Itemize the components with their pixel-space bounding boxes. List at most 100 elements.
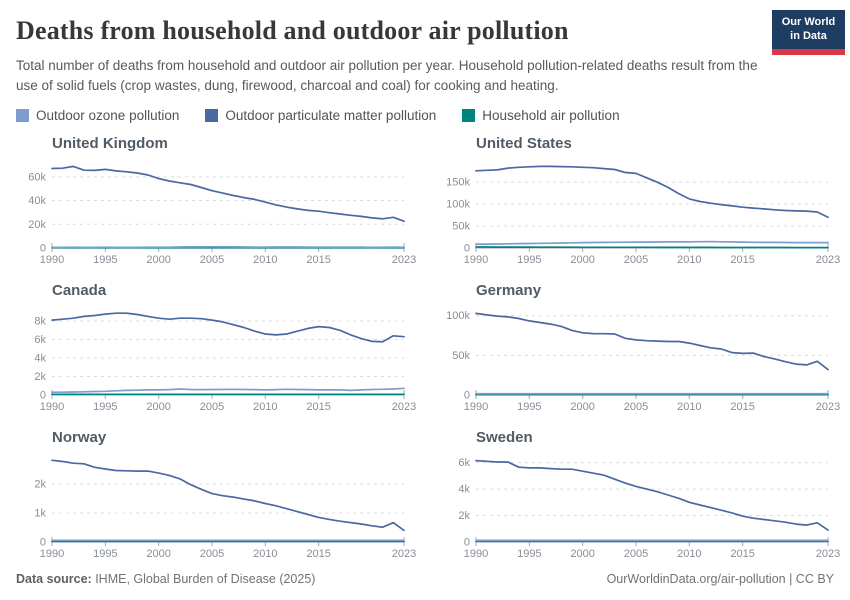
chart-svg-norway: 0 1k 2k 1990 1995 2000 2005 2010 2015 2023 <box>34 459 416 560</box>
x-tick-label: 2005 <box>200 548 224 560</box>
y-tick-label: 0 <box>40 243 46 255</box>
y-tick-label: 20k <box>28 219 46 231</box>
y-tick-label: 6k <box>458 457 470 469</box>
y-tick-label: 4k <box>458 484 470 496</box>
x-tick-label: 2023 <box>392 254 416 266</box>
owid-logo-line1: Our World <box>781 16 836 28</box>
chart-panel-germany: Germany 0 50k 100k 1990 1995 2000 2005 2010 2015 2… <box>440 278 840 415</box>
panel-title-united-kingdom: United Kingdom <box>52 135 168 153</box>
x-tick-label: 2005 <box>624 254 648 266</box>
series-line-ozone-canada <box>51 387 405 394</box>
x-tick-label: 2023 <box>392 548 416 560</box>
series-line-pm-norway <box>51 459 405 532</box>
chart-svg-canada: 0 2k 4k 6k 8k 1990 1995 2000 2005 2010 2015 2023 <box>34 312 416 413</box>
x-tick-label: 2005 <box>624 401 648 413</box>
y-tick-label: 0 <box>40 390 46 402</box>
y-tick-label: 1k <box>34 508 46 520</box>
x-tick-label: 1995 <box>93 401 117 413</box>
credit-text: OurWorldinData.org/air-pollution | CC BY <box>606 572 834 587</box>
x-tick-label: 2023 <box>816 254 840 266</box>
owid-logo-text: Our World in Data <box>772 10 845 49</box>
x-tick-label: 1995 <box>93 254 117 266</box>
y-tick-label: 0 <box>464 243 470 255</box>
x-tick-label: 2010 <box>253 548 277 560</box>
chart-svg-united-kingdom: 0 20k 40k 60k 1990 1995 2000 2005 2010 2015 2023 <box>28 165 416 266</box>
x-tick-label: 2010 <box>253 401 277 413</box>
chart-svg-germany: 0 50k 100k 1990 1995 2000 2005 2010 2015 2023 <box>446 310 840 413</box>
panel-title-canada: Canada <box>52 282 107 300</box>
legend-label-pm: Outdoor particulate matter pollution <box>225 108 437 124</box>
header: Deaths from household and outdoor air po… <box>0 0 850 123</box>
x-tick-label: 2010 <box>677 401 701 413</box>
x-tick-label: 1990 <box>40 401 64 413</box>
x-tick-label: 1995 <box>517 254 541 266</box>
x-tick-label: 2005 <box>200 401 224 413</box>
x-tick-label: 2010 <box>677 254 701 266</box>
series-line-ozone-united-states <box>475 240 829 246</box>
panel-title-united-states: United States <box>476 135 572 153</box>
charts-grid: United Kingdom 0 20k 40k 60k 1990 1995 2000 2005… <box>0 129 850 562</box>
page-title: Deaths from household and outdoor air po… <box>16 16 569 45</box>
chart-svg-united-states: 0 50k 100k 150k 1990 1995 2000 2005 2010 2015 2023 <box>446 165 840 266</box>
x-tick-label: 1990 <box>464 548 488 560</box>
x-tick-label: 2023 <box>392 401 416 413</box>
chart-panel-united-kingdom: United Kingdom 0 20k 40k 60k 1990 1995 2000 2005… <box>16 131 416 268</box>
chart-legend: Outdoor ozone pollution Outdoor particula… <box>16 108 834 123</box>
chart-panel-norway: Norway 0 1k 2k 1990 1995 2000 2005 2010 2015 2023 <box>16 425 416 562</box>
panel-title-germany: Germany <box>476 282 542 300</box>
x-tick-label: 2015 <box>306 254 330 266</box>
series-line-pm-canada <box>51 312 405 343</box>
chart-panel-sweden: Sweden 0 2k 4k 6k 1990 1995 2000 2005 2010 2015 202… <box>440 425 840 562</box>
owid-logo: Our World in Data <box>772 10 845 55</box>
x-tick-label: 2000 <box>570 548 594 560</box>
owid-logo-line2: in Data <box>790 29 827 42</box>
y-tick-label: 2k <box>34 479 46 491</box>
y-tick-label: 100k <box>446 199 470 211</box>
y-tick-label: 100k <box>446 310 470 322</box>
footer: Data source: IHME, Global Burden of Dise… <box>0 562 850 586</box>
series-line-household-united-states <box>475 246 829 249</box>
owid-logo-red-strip <box>772 48 845 55</box>
series-line-pm-united-states <box>475 165 829 219</box>
x-tick-label: 2000 <box>570 254 594 266</box>
legend-item-pm: Outdoor particulate matter pollution <box>205 108 436 123</box>
legend-swatch-household <box>462 109 476 123</box>
x-tick-label: 2015 <box>306 548 330 560</box>
data-source-label: Data source: <box>16 572 92 587</box>
y-tick-label: 0 <box>464 537 470 549</box>
y-tick-label: 2k <box>458 510 470 522</box>
y-tick-label: 50k <box>452 350 470 362</box>
y-tick-label: 6k <box>34 334 46 346</box>
x-tick-label: 2000 <box>570 401 594 413</box>
x-tick-label: 2023 <box>816 548 840 560</box>
x-tick-label: 2010 <box>253 254 277 266</box>
x-tick-label: 2010 <box>677 548 701 560</box>
chart-panel-canada: Canada 0 2k 4k 6k 8k 1990 1995 2000 2005 2010 2015 2… <box>16 278 416 415</box>
y-tick-label: 0 <box>464 390 470 402</box>
x-tick-label: 1990 <box>464 254 488 266</box>
chart-subtitle: Total number of deaths from household an… <box>16 58 758 93</box>
x-tick-label: 1995 <box>517 401 541 413</box>
y-tick-label: 60k <box>28 171 46 183</box>
y-tick-label: 50k <box>452 221 470 233</box>
x-tick-label: 2015 <box>306 401 330 413</box>
legend-label-ozone: Outdoor ozone pollution <box>36 108 180 124</box>
x-tick-label: 2005 <box>624 548 648 560</box>
y-tick-label: 40k <box>28 195 46 207</box>
panel-title-norway: Norway <box>52 429 107 447</box>
x-tick-label: 2015 <box>730 254 754 266</box>
series-line-ozone-united-kingdom <box>51 245 405 249</box>
data-source: Data source: IHME, Global Burden of Dise… <box>16 572 315 586</box>
chart-panel-united-states: United States 0 50k 100k 150k 1990 1995 2000 200… <box>440 131 840 268</box>
series-line-pm-germany <box>475 312 829 371</box>
legend-item-household: Household air pollution <box>462 108 620 123</box>
panel-title-sweden: Sweden <box>476 429 533 447</box>
x-tick-label: 2000 <box>146 401 170 413</box>
legend-item-ozone: Outdoor ozone pollution <box>16 108 179 123</box>
x-tick-label: 2000 <box>146 254 170 266</box>
y-tick-label: 8k <box>34 316 46 328</box>
series-line-pm-sweden <box>475 459 829 532</box>
y-tick-label: 150k <box>446 177 470 189</box>
x-tick-label: 1990 <box>40 254 64 266</box>
x-tick-label: 1995 <box>517 548 541 560</box>
